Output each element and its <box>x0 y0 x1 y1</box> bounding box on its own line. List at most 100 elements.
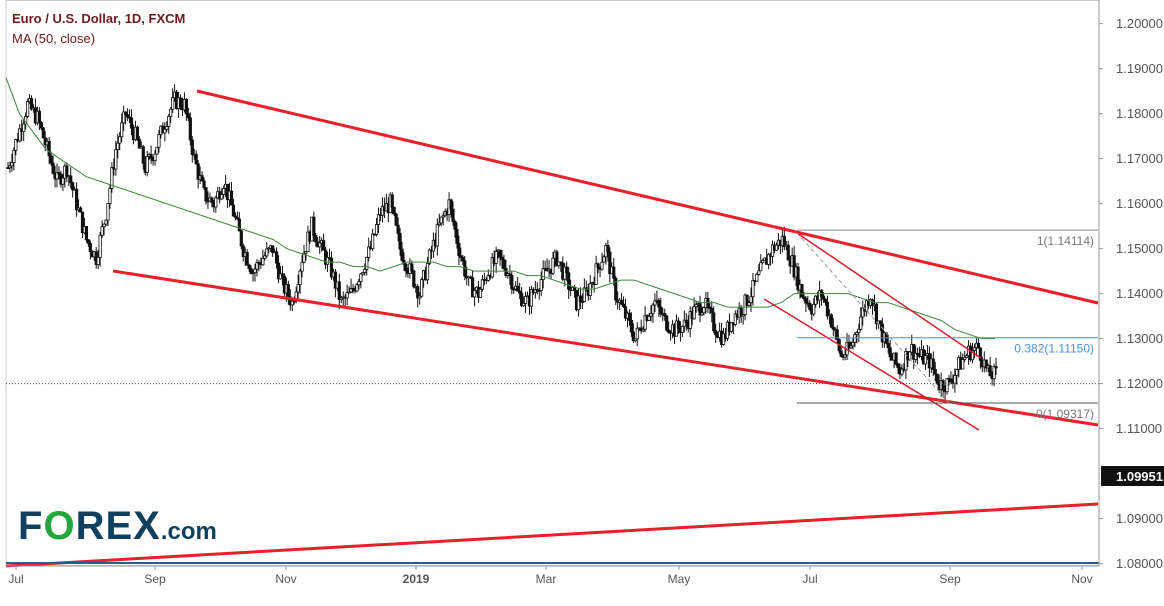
candle-body <box>69 175 73 184</box>
candle-body <box>8 165 12 169</box>
candle <box>555 249 559 267</box>
candle <box>100 220 104 238</box>
candle <box>500 250 504 269</box>
candle <box>108 184 112 209</box>
candle <box>808 299 812 312</box>
candle <box>392 206 396 217</box>
candle <box>245 249 249 266</box>
candle <box>84 225 89 243</box>
candle <box>490 253 494 279</box>
upper-channel-line <box>196 89 1099 305</box>
candle-body <box>127 116 132 119</box>
candle <box>941 378 945 398</box>
candle-body <box>839 350 843 357</box>
candle <box>359 272 363 289</box>
candle <box>363 263 367 276</box>
candle <box>333 268 337 298</box>
candle-body <box>449 199 453 210</box>
candle-body <box>821 295 826 300</box>
candle <box>298 268 302 294</box>
candle <box>665 314 669 332</box>
candle <box>300 255 304 278</box>
candle <box>178 94 183 111</box>
candle-body <box>116 142 120 151</box>
candle-body <box>653 300 657 306</box>
candle <box>80 211 85 239</box>
candle-body <box>100 226 104 236</box>
candle <box>357 278 361 290</box>
candle-body <box>621 303 626 308</box>
candle <box>104 219 108 226</box>
candle <box>239 229 243 250</box>
candle-body <box>96 257 100 266</box>
candle-body <box>98 234 102 258</box>
candle-body <box>80 211 85 234</box>
candle-body <box>365 257 369 270</box>
candle <box>894 351 898 367</box>
candle <box>88 240 92 260</box>
candle <box>602 254 606 263</box>
candle <box>792 245 796 281</box>
candle-body <box>149 154 153 159</box>
candle-body <box>51 162 55 174</box>
candle <box>931 351 935 376</box>
candle <box>129 109 134 136</box>
candle-body <box>523 296 528 304</box>
x-tick-label: Nov <box>275 572 296 586</box>
candle-body <box>823 298 828 303</box>
candle <box>49 151 53 166</box>
candle-body <box>124 111 128 116</box>
candle <box>257 260 261 272</box>
candle <box>823 298 828 306</box>
candle <box>623 298 628 321</box>
candle <box>749 287 753 313</box>
inner-channel-upper <box>796 232 982 359</box>
candle <box>114 140 118 176</box>
inner-channel-lower <box>763 298 980 431</box>
candle-body <box>963 357 967 360</box>
candle <box>857 323 861 343</box>
x-tick-label: Jul <box>802 572 817 586</box>
candle-body <box>774 244 779 251</box>
candle <box>600 252 604 271</box>
candle <box>567 266 571 299</box>
candle <box>747 300 751 308</box>
candle-body <box>520 292 524 307</box>
fib-level-label: 0(1.09317) <box>1036 407 1094 421</box>
candle <box>229 182 234 206</box>
candle <box>449 198 453 218</box>
candle-body <box>949 378 953 383</box>
candle-body <box>14 139 18 151</box>
candle-body <box>759 262 763 272</box>
candle <box>10 153 14 172</box>
candle-body <box>102 223 106 228</box>
candle-body <box>349 288 353 293</box>
candle <box>202 177 206 191</box>
candle-body <box>337 281 341 301</box>
y-tick-label: 1.13000 <box>1116 331 1163 346</box>
candle <box>127 109 132 124</box>
candle-body <box>200 175 204 182</box>
candle <box>621 296 626 309</box>
candles-layer <box>6 84 998 400</box>
candle <box>641 325 645 333</box>
candle-body <box>410 263 414 272</box>
candle <box>420 277 424 298</box>
candle <box>516 276 520 292</box>
candle-body <box>782 235 786 248</box>
candle <box>741 314 745 325</box>
candle-body <box>184 98 188 115</box>
candle-body <box>635 327 639 340</box>
candle-body <box>984 359 988 369</box>
candle <box>261 249 265 266</box>
candle-body <box>459 255 463 258</box>
candle-body <box>359 273 363 282</box>
candle <box>169 106 173 123</box>
candle <box>78 206 83 213</box>
candle-body <box>469 276 473 279</box>
candle <box>61 174 65 192</box>
candle-body <box>296 284 300 293</box>
candle <box>251 269 255 282</box>
candle-body <box>914 352 918 360</box>
